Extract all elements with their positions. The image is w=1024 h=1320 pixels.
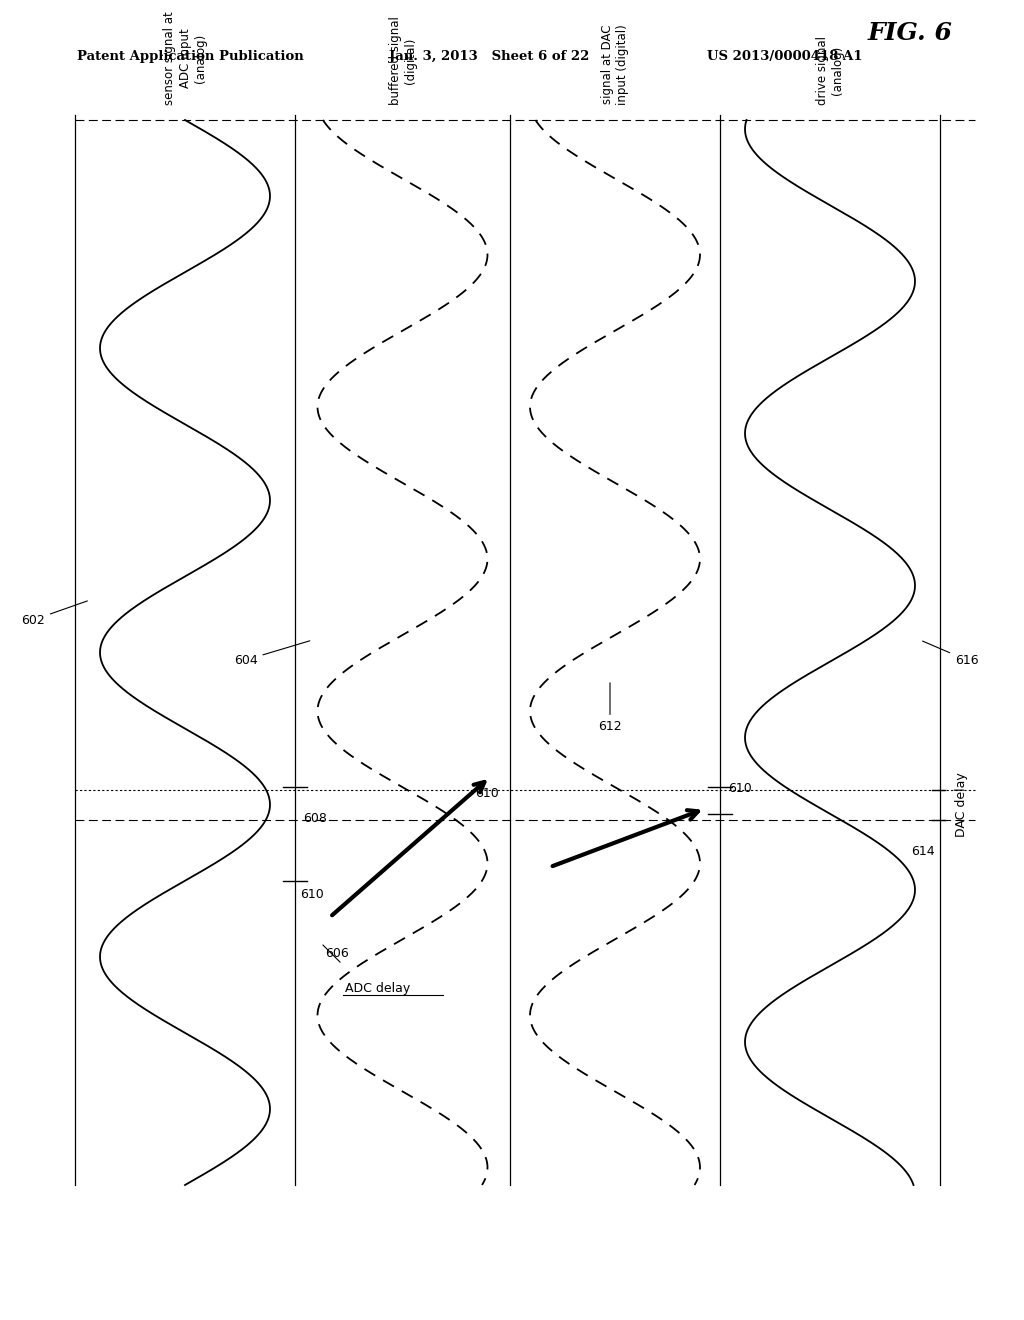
Text: sensor signal at
ADC input
(analog): sensor signal at ADC input (analog)	[164, 12, 207, 106]
Text: 610: 610	[728, 783, 752, 796]
Text: US 2013/0000418 A1: US 2013/0000418 A1	[707, 50, 862, 63]
Text: ADC delay: ADC delay	[345, 982, 411, 995]
Text: Patent Application Publication: Patent Application Publication	[77, 50, 303, 63]
Text: 614: 614	[911, 845, 935, 858]
Text: 610: 610	[300, 887, 324, 900]
Text: 606: 606	[325, 946, 349, 960]
Text: 610: 610	[475, 787, 499, 800]
Text: DAC delay: DAC delay	[955, 772, 968, 837]
Text: FIG. 6: FIG. 6	[867, 21, 952, 45]
Text: 616: 616	[923, 642, 979, 667]
Text: signal at DAC
input (digital): signal at DAC input (digital)	[601, 24, 629, 106]
Text: buffered signal
(digital): buffered signal (digital)	[388, 16, 417, 106]
Text: 602: 602	[22, 601, 87, 627]
Text: Jan. 3, 2013   Sheet 6 of 22: Jan. 3, 2013 Sheet 6 of 22	[389, 50, 590, 63]
Text: 612: 612	[598, 682, 622, 733]
Text: 608: 608	[303, 812, 327, 825]
Text: drive signal
(analog): drive signal (analog)	[816, 36, 844, 106]
Text: 604: 604	[233, 640, 310, 667]
